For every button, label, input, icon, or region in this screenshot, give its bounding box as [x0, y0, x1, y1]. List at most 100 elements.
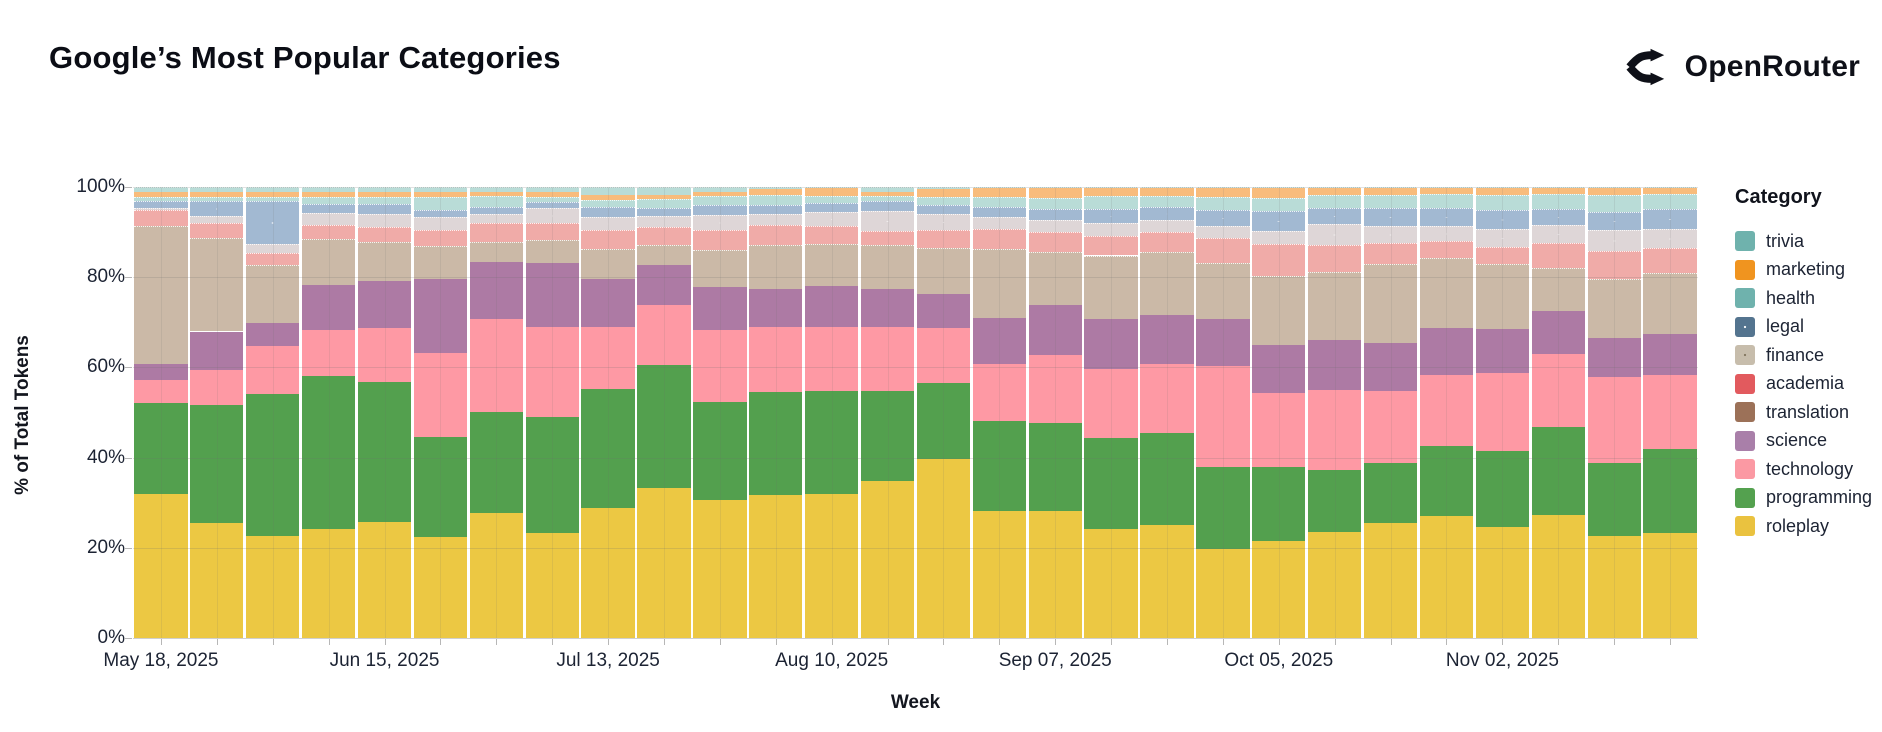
legend-item-marketing[interactable]: marketing — [1735, 256, 1872, 285]
bar-segment-health[interactable] — [301, 197, 356, 205]
bar-segment-technology[interactable] — [1084, 369, 1138, 439]
bar-segment-health[interactable] — [413, 196, 468, 211]
bar-segment-marketing[interactable] — [916, 189, 971, 197]
bar-segment-legal[interactable] — [1363, 208, 1418, 227]
bar-segment-trivia[interactable] — [1140, 186, 1194, 188]
bar-segment-programming[interactable] — [972, 421, 1026, 512]
bar-segment-marketing[interactable] — [1643, 187, 1697, 194]
bar-segment-marketing[interactable] — [972, 188, 1026, 197]
bar-segment-translation[interactable] — [805, 244, 859, 286]
bar-segment-translation[interactable] — [1587, 279, 1641, 338]
bar-segment-programming[interactable] — [637, 365, 691, 489]
bar-segment-translation[interactable] — [860, 245, 915, 289]
bar-segment-finance[interactable] — [525, 208, 579, 224]
bar-segment-technology[interactable] — [581, 327, 635, 389]
bar-segment-trivia[interactable] — [1643, 186, 1697, 188]
bar-segment-finance[interactable] — [1419, 226, 1474, 242]
bar-segment-programming[interactable] — [693, 401, 747, 500]
legend-item-translation[interactable]: translation — [1735, 398, 1872, 427]
bar-segment-programming[interactable] — [1140, 432, 1194, 525]
bar-segment-science[interactable] — [1587, 337, 1641, 377]
bar-segment-finance[interactable] — [190, 216, 244, 223]
bar-segment-roleplay[interactable] — [1531, 514, 1585, 638]
bar-segment-trivia[interactable] — [805, 187, 859, 189]
bar-segment-translation[interactable] — [637, 245, 691, 266]
bar-segment-finance[interactable] — [693, 214, 747, 231]
bar-segment-roleplay[interactable] — [190, 522, 244, 638]
bar-segment-academia[interactable] — [1363, 243, 1418, 264]
legend-item-science[interactable]: science — [1735, 427, 1872, 456]
bar-segment-academia[interactable] — [1084, 235, 1138, 256]
bar-segment-legal[interactable] — [134, 200, 188, 208]
bar-segment-translation[interactable] — [693, 250, 747, 287]
bar-week-nov-23-2025[interactable] — [1643, 186, 1697, 638]
bar-segment-legal[interactable] — [246, 200, 300, 244]
bar-segment-academia[interactable] — [190, 222, 244, 239]
bar-segment-marketing[interactable] — [134, 191, 188, 197]
bar-segment-roleplay[interactable] — [1475, 526, 1529, 638]
bar-segment-marketing[interactable] — [805, 188, 859, 196]
bar-segment-legal[interactable] — [469, 206, 523, 214]
bar-segment-health[interactable] — [581, 199, 635, 207]
bar-segment-legal[interactable] — [1308, 207, 1362, 225]
bar-segment-science[interactable] — [1475, 329, 1529, 374]
bar-segment-academia[interactable] — [581, 230, 635, 249]
bar-segment-academia[interactable] — [1587, 251, 1641, 280]
bar-segment-trivia[interactable] — [581, 187, 635, 196]
bar-segment-science[interactable] — [469, 261, 523, 319]
bar-segment-science[interactable] — [805, 285, 859, 328]
bar-segment-programming[interactable] — [749, 392, 803, 496]
bar-segment-roleplay[interactable] — [357, 521, 412, 638]
bar-segment-academia[interactable] — [1475, 247, 1529, 265]
bar-segment-technology[interactable] — [693, 329, 747, 402]
bar-segment-programming[interactable] — [805, 391, 859, 494]
bar-segment-science[interactable] — [972, 317, 1026, 364]
bar-segment-technology[interactable] — [525, 326, 579, 418]
bar-segment-translation[interactable] — [581, 248, 635, 279]
bar-segment-marketing[interactable] — [1531, 187, 1585, 195]
bar-segment-marketing[interactable] — [1140, 187, 1194, 197]
bar-week-aug-03-2025[interactable] — [749, 187, 803, 638]
bar-segment-science[interactable] — [581, 278, 635, 327]
bar-segment-roleplay[interactable] — [525, 533, 579, 638]
bar-segment-roleplay[interactable] — [301, 528, 356, 638]
bar-segment-finance[interactable] — [1308, 224, 1362, 245]
bar-segment-roleplay[interactable] — [134, 493, 188, 638]
bar-segment-finance[interactable] — [972, 217, 1026, 230]
bar-segment-trivia[interactable] — [134, 187, 188, 192]
bar-segment-marketing[interactable] — [749, 189, 803, 196]
bar-segment-trivia[interactable] — [1419, 186, 1474, 188]
bar-segment-translation[interactable] — [1196, 263, 1250, 319]
bar-segment-trivia[interactable] — [1196, 186, 1250, 188]
bar-segment-translation[interactable] — [1643, 272, 1697, 334]
bar-segment-academia[interactable] — [1140, 232, 1194, 252]
bar-segment-trivia[interactable] — [1475, 186, 1529, 188]
bar-segment-marketing[interactable] — [693, 191, 747, 197]
bar-segment-technology[interactable] — [469, 318, 523, 412]
bar-segment-science[interactable] — [1531, 310, 1585, 354]
bar-segment-marketing[interactable] — [1196, 187, 1250, 197]
bar-segment-programming[interactable] — [190, 405, 244, 523]
bar-segment-science[interactable] — [693, 286, 747, 330]
bar-segment-finance[interactable] — [1643, 229, 1697, 249]
bar-segment-finance[interactable] — [301, 213, 356, 225]
legend-item-legal[interactable]: legal — [1735, 313, 1872, 342]
bar-segment-health[interactable] — [1363, 194, 1418, 209]
bar-segment-legal[interactable] — [301, 204, 356, 214]
bar-segment-legal[interactable] — [1028, 209, 1082, 220]
bar-segment-health[interactable] — [1140, 196, 1194, 207]
bar-segment-legal[interactable] — [581, 206, 635, 217]
bar-segment-science[interactable] — [860, 288, 915, 328]
bar-segment-translation[interactable] — [1363, 263, 1418, 344]
bar-segment-marketing[interactable] — [1084, 187, 1138, 197]
bar-segment-legal[interactable] — [525, 202, 579, 209]
bar-segment-translation[interactable] — [190, 238, 244, 332]
bar-segment-academia[interactable] — [246, 252, 300, 266]
bar-segment-marketing[interactable] — [525, 192, 579, 197]
bar-segment-health[interactable] — [357, 197, 412, 205]
bar-segment-health[interactable] — [916, 196, 971, 206]
bar-segment-marketing[interactable] — [1419, 187, 1474, 194]
bar-week-jul-06-2025[interactable] — [525, 187, 579, 638]
bar-segment-finance[interactable] — [134, 207, 188, 211]
bar-segment-trivia[interactable] — [749, 187, 803, 190]
